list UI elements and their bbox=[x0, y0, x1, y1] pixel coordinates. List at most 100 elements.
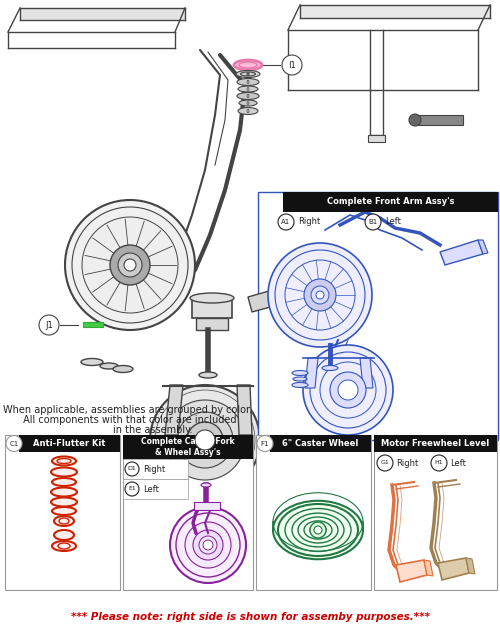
Text: F1: F1 bbox=[261, 441, 269, 446]
Ellipse shape bbox=[199, 372, 217, 378]
Ellipse shape bbox=[234, 60, 262, 70]
Ellipse shape bbox=[81, 358, 103, 365]
Circle shape bbox=[72, 207, 188, 323]
Ellipse shape bbox=[247, 94, 249, 97]
Bar bbox=[374, 435, 497, 452]
Circle shape bbox=[177, 412, 233, 468]
Ellipse shape bbox=[190, 293, 234, 303]
Ellipse shape bbox=[59, 518, 69, 524]
Circle shape bbox=[150, 385, 260, 495]
Text: Complete Caster Fork
& Wheel Assy's: Complete Caster Fork & Wheel Assy's bbox=[141, 437, 235, 456]
Text: B1: B1 bbox=[368, 219, 378, 225]
Ellipse shape bbox=[57, 458, 71, 463]
Text: A1: A1 bbox=[282, 219, 290, 225]
Circle shape bbox=[124, 259, 136, 271]
Ellipse shape bbox=[52, 478, 76, 486]
Text: Right: Right bbox=[396, 458, 418, 468]
Polygon shape bbox=[438, 558, 469, 580]
Ellipse shape bbox=[238, 86, 258, 92]
Circle shape bbox=[310, 352, 386, 428]
Ellipse shape bbox=[51, 498, 77, 506]
Circle shape bbox=[176, 513, 240, 577]
Ellipse shape bbox=[292, 370, 308, 375]
Circle shape bbox=[275, 250, 365, 340]
Text: in the assembly.: in the assembly. bbox=[63, 425, 193, 435]
Text: Anti-Flutter Kit: Anti-Flutter Kit bbox=[33, 439, 106, 448]
Polygon shape bbox=[478, 240, 488, 254]
Ellipse shape bbox=[238, 108, 258, 115]
Circle shape bbox=[278, 214, 294, 230]
Bar bbox=[123, 435, 253, 459]
Ellipse shape bbox=[237, 78, 259, 85]
Polygon shape bbox=[290, 285, 302, 300]
Polygon shape bbox=[440, 240, 483, 265]
Circle shape bbox=[311, 286, 329, 304]
Ellipse shape bbox=[54, 516, 74, 526]
Bar bbox=[258, 192, 498, 440]
Polygon shape bbox=[424, 560, 433, 576]
Circle shape bbox=[268, 243, 372, 347]
Bar bbox=[270, 435, 371, 452]
Circle shape bbox=[316, 291, 324, 299]
Text: Motor Freewheel Level: Motor Freewheel Level bbox=[382, 439, 490, 448]
Circle shape bbox=[6, 436, 22, 451]
Circle shape bbox=[65, 200, 195, 330]
Polygon shape bbox=[20, 8, 185, 20]
Circle shape bbox=[39, 315, 59, 335]
Bar bbox=[374, 435, 497, 590]
Circle shape bbox=[125, 462, 139, 476]
Ellipse shape bbox=[310, 525, 326, 535]
Circle shape bbox=[110, 245, 150, 285]
Bar bbox=[415, 115, 463, 125]
Ellipse shape bbox=[298, 517, 338, 543]
Circle shape bbox=[431, 455, 447, 471]
Ellipse shape bbox=[278, 504, 358, 556]
Ellipse shape bbox=[247, 101, 249, 104]
Polygon shape bbox=[165, 385, 183, 435]
Circle shape bbox=[314, 526, 322, 534]
Bar bbox=[5, 435, 120, 590]
Circle shape bbox=[377, 455, 393, 471]
Polygon shape bbox=[396, 560, 427, 582]
Ellipse shape bbox=[273, 501, 363, 559]
Ellipse shape bbox=[292, 382, 308, 387]
Circle shape bbox=[303, 345, 393, 435]
Ellipse shape bbox=[292, 513, 344, 547]
Bar bbox=[256, 435, 371, 590]
Ellipse shape bbox=[201, 483, 211, 487]
Circle shape bbox=[285, 260, 355, 330]
Circle shape bbox=[82, 217, 178, 313]
Bar bbox=[368, 135, 385, 142]
Circle shape bbox=[165, 400, 245, 480]
Polygon shape bbox=[466, 558, 475, 574]
Polygon shape bbox=[305, 358, 318, 388]
Ellipse shape bbox=[51, 468, 77, 477]
Polygon shape bbox=[248, 285, 296, 312]
Circle shape bbox=[195, 430, 215, 450]
Text: Left: Left bbox=[143, 484, 159, 494]
Bar bbox=[194, 502, 220, 510]
Circle shape bbox=[310, 522, 326, 538]
Ellipse shape bbox=[113, 365, 133, 372]
Text: D1: D1 bbox=[128, 467, 136, 472]
Bar bbox=[83, 322, 103, 327]
Ellipse shape bbox=[52, 456, 76, 465]
Bar bbox=[19, 435, 120, 452]
Ellipse shape bbox=[58, 543, 70, 549]
Circle shape bbox=[365, 214, 381, 230]
Ellipse shape bbox=[304, 521, 332, 539]
Circle shape bbox=[257, 436, 273, 451]
Bar bbox=[123, 479, 188, 499]
Ellipse shape bbox=[322, 365, 338, 370]
Ellipse shape bbox=[239, 100, 257, 106]
Text: Left: Left bbox=[385, 218, 401, 227]
Circle shape bbox=[330, 372, 366, 408]
Text: Right: Right bbox=[143, 465, 165, 473]
Circle shape bbox=[203, 540, 213, 550]
Ellipse shape bbox=[239, 62, 257, 68]
Circle shape bbox=[320, 362, 376, 418]
Circle shape bbox=[409, 114, 421, 126]
Polygon shape bbox=[300, 5, 490, 18]
Text: Complete Front Arm Assy's: Complete Front Arm Assy's bbox=[327, 197, 454, 206]
Text: 6" Caster Wheel: 6" Caster Wheel bbox=[282, 439, 358, 448]
